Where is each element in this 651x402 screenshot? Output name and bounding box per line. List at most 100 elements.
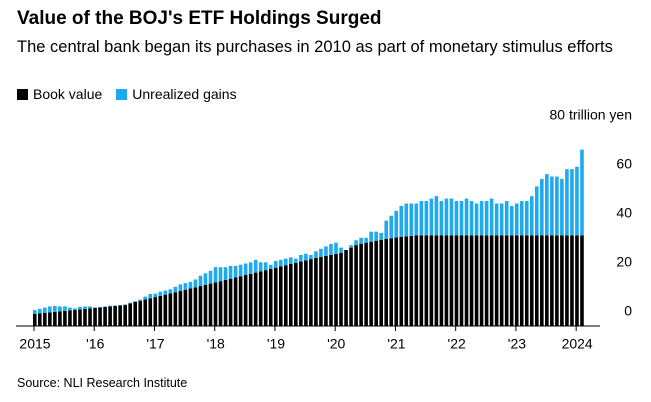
bar-segment	[178, 284, 183, 291]
bar-segment	[580, 149, 584, 236]
bar-segment	[158, 291, 163, 296]
bar-segment	[535, 186, 539, 236]
bar-segment	[454, 201, 459, 236]
bar-segment	[565, 169, 569, 236]
bar-segment	[163, 290, 168, 295]
bar-segment	[384, 239, 388, 326]
bar-segment	[374, 231, 378, 241]
bar-segment	[108, 305, 112, 307]
bar-segment	[570, 235, 574, 326]
bar-segment	[394, 210, 399, 238]
bar-segment	[349, 245, 353, 248]
bar-segment	[63, 306, 67, 311]
bar-segment	[419, 201, 424, 236]
x-tick-label: '16	[86, 336, 104, 352]
bar-segment	[389, 238, 394, 326]
bar-segment	[143, 296, 148, 300]
bar-segment	[349, 247, 353, 326]
bar-segment	[73, 309, 77, 326]
bar-segment	[73, 308, 77, 310]
bar-segment	[514, 235, 519, 326]
bar-segment	[429, 198, 434, 236]
bar-segment	[193, 279, 198, 288]
y-tick-label: 0	[624, 303, 632, 319]
bar-segment	[529, 196, 534, 236]
bar-segment	[173, 286, 178, 293]
y-tick-label: 20	[616, 254, 632, 270]
bar-segment	[509, 235, 514, 326]
bar-segment	[223, 279, 228, 326]
bar-segment	[258, 271, 263, 326]
bar-segment	[545, 235, 549, 326]
bar-segment	[560, 179, 564, 236]
bar-segment	[58, 306, 62, 312]
bar-segment	[33, 313, 37, 326]
bar-segment	[344, 250, 348, 326]
bar-segment	[228, 278, 233, 326]
bar-segment	[304, 260, 308, 326]
bar-segment	[228, 265, 233, 279]
bar-segment	[439, 201, 444, 236]
x-tick-label: 2024	[562, 336, 593, 352]
bar-segment	[339, 252, 343, 326]
bar-segment	[479, 201, 484, 236]
bar-segment	[133, 301, 137, 326]
bar-segment	[173, 292, 178, 326]
bar-segment	[299, 254, 303, 262]
bar-segment	[48, 306, 52, 313]
bar-segment	[188, 288, 193, 326]
bar-segment	[369, 231, 373, 242]
bar-segment	[148, 293, 153, 299]
bar-segment	[479, 235, 484, 326]
bar-segment	[138, 300, 143, 326]
bar-segment	[389, 215, 394, 239]
bar-segment	[243, 275, 248, 326]
legend: Book value Unrealized gains	[17, 86, 237, 102]
bar-segment	[68, 310, 72, 326]
bar-segment	[248, 273, 253, 326]
bar-segment	[519, 201, 524, 236]
bar-segment	[540, 235, 544, 326]
bar-segment	[263, 262, 268, 271]
bar-segment	[178, 290, 183, 326]
bar-segment	[555, 176, 559, 236]
bar-segment	[238, 276, 243, 326]
bar-segment	[33, 310, 37, 314]
bar-segment	[339, 247, 343, 253]
bar-segment	[439, 235, 444, 326]
bar-segment	[399, 205, 404, 237]
bar-segment	[314, 251, 318, 258]
bar-segment	[524, 235, 529, 326]
bar-segment	[545, 174, 549, 236]
bar-segment	[429, 235, 434, 326]
bar-segment	[489, 235, 494, 326]
bar-segment	[143, 299, 148, 326]
bar-segment	[284, 258, 288, 266]
bar-segment	[454, 235, 459, 326]
legend-swatch	[17, 88, 28, 100]
x-tick-label: '20	[327, 336, 345, 352]
bar-segment	[379, 232, 383, 240]
bar-segment	[198, 286, 203, 326]
bar-segment	[243, 263, 248, 276]
bar-segment	[294, 258, 298, 263]
bar-segment	[464, 198, 469, 236]
bar-segment	[213, 267, 218, 283]
bar-segment	[469, 235, 474, 326]
bar-segment	[248, 262, 253, 274]
bar-segment	[88, 308, 92, 326]
bar-segment	[509, 205, 514, 236]
bar-segment	[404, 236, 409, 326]
bar-segment	[550, 176, 554, 236]
bar-segment	[424, 201, 429, 236]
bar-segment	[374, 240, 378, 326]
bar-segment	[103, 306, 107, 326]
bar-segment	[424, 235, 429, 326]
bar-segment	[253, 272, 258, 326]
bar-segment	[354, 240, 358, 246]
x-tick-label: '21	[387, 336, 405, 352]
chart-title: Value of the BOJ's ETF Holdings Surged	[17, 8, 382, 29]
bar-segment	[53, 311, 57, 326]
bar-segment	[278, 259, 283, 267]
